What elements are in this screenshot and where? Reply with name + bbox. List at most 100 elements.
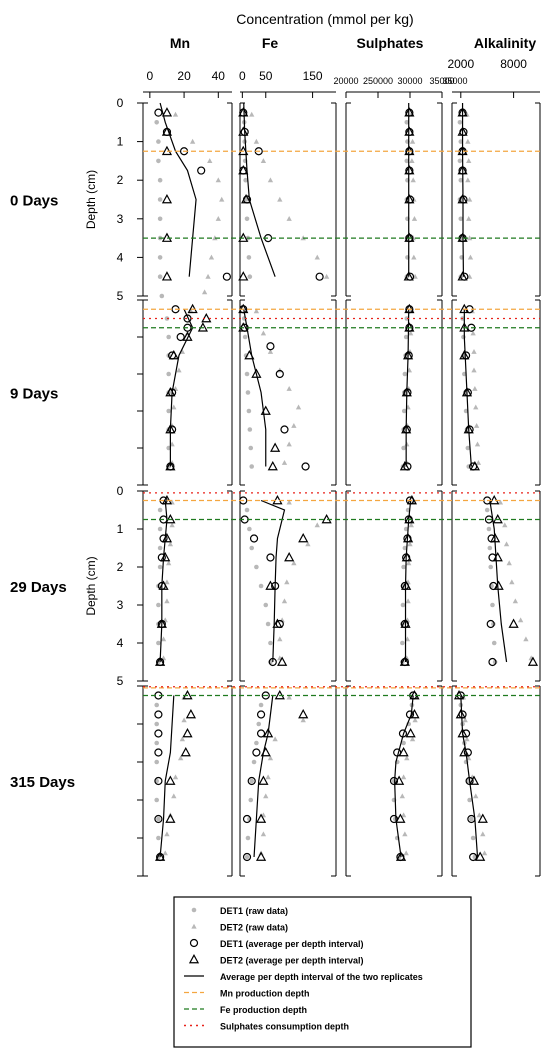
y-tick-label: 0 — [117, 96, 124, 110]
det2-average-point — [404, 126, 415, 136]
det1-average-point — [154, 814, 163, 824]
raw-det2-point — [207, 158, 213, 163]
raw-det2-point — [265, 774, 271, 780]
raw-det2-point — [260, 330, 267, 336]
raw-det2-point — [409, 736, 416, 742]
raw-det2-point — [219, 196, 225, 202]
det2-average-point — [158, 580, 169, 590]
raw-det2-point — [411, 216, 418, 221]
legend-item: DET2 (raw data) — [191, 923, 288, 933]
det2-average-point — [267, 460, 278, 471]
raw-det1-point — [254, 740, 259, 746]
raw-det2-point — [412, 717, 418, 723]
raw-det2-point — [314, 522, 320, 528]
raw-det1-point — [166, 371, 171, 377]
raw-det2-point — [404, 755, 410, 761]
raw-det2-point — [267, 177, 274, 183]
raw-det1-point — [404, 120, 410, 125]
det2-average-point — [492, 551, 503, 562]
raw-det1-point — [246, 255, 252, 260]
raw-det1-point — [247, 274, 253, 280]
det1-average-point — [268, 657, 277, 667]
det2-average-point — [161, 193, 173, 204]
x-tick-label: 0 — [147, 69, 154, 83]
raw-det2-point — [286, 499, 292, 505]
raw-det1-point — [487, 545, 493, 551]
raw-det1-point — [458, 177, 464, 183]
legend-item: DET1 (average per depth interval) — [189, 938, 364, 949]
raw-det1-point — [251, 759, 257, 765]
raw-det2-point — [164, 831, 170, 837]
y-axis-label: Depth (cm) — [84, 170, 98, 229]
det2-average-point — [161, 532, 173, 543]
legend-label: DET1 (average per depth interval) — [220, 939, 364, 949]
raw-det2-point — [305, 541, 311, 547]
raw-det1-point — [457, 120, 463, 125]
raw-det1-point — [242, 334, 248, 340]
raw-det1-point — [458, 216, 464, 222]
x-tick-label: 250000 — [363, 76, 393, 86]
det1-average-point — [315, 272, 324, 281]
det2-average-point — [399, 460, 410, 471]
raw-det1-point — [404, 316, 410, 321]
raw-det2-point — [502, 522, 508, 528]
raw-det2-point — [281, 460, 288, 465]
legend-item: Average per depth interval of the two re… — [184, 972, 423, 982]
y-tick-label: 2 — [117, 560, 124, 574]
average-line — [243, 102, 276, 277]
x-tick-label: 50 — [259, 69, 273, 83]
det2-average-point — [238, 164, 249, 175]
raw-det1-point — [157, 526, 163, 532]
raw-det1-point — [157, 216, 163, 222]
raw-det2-point — [164, 598, 170, 604]
raw-det1-point — [247, 427, 253, 432]
det1-average-point — [242, 852, 252, 862]
raw-det1-point — [258, 583, 264, 589]
raw-det2-point — [476, 812, 482, 818]
det1-average-point — [247, 776, 256, 786]
raw-det2-point — [177, 755, 184, 761]
raw-det2-point — [462, 717, 468, 723]
raw-det2-point — [267, 755, 274, 761]
det2-average-point — [155, 656, 166, 666]
raw-det2-point — [472, 386, 478, 391]
raw-det2-point — [277, 196, 283, 202]
det2-average-point — [165, 813, 176, 823]
det1-average-point — [261, 691, 270, 700]
raw-det2-point — [179, 736, 186, 742]
y-axis-label: Depth (cm) — [84, 556, 98, 615]
raw-det1-point — [402, 545, 408, 551]
raw-det2-point — [409, 138, 416, 144]
raw-det1-point — [154, 759, 159, 765]
raw-det2-point — [509, 579, 515, 585]
y-tick-label: 3 — [117, 212, 124, 226]
raw-det2-point — [403, 850, 409, 856]
raw-det2-point — [300, 717, 306, 723]
panel-label: 315 Days — [10, 774, 75, 791]
raw-det1-point — [249, 778, 255, 784]
legend-label: Fe production depth — [220, 1005, 307, 1015]
det2-average-point — [457, 727, 468, 738]
raw-det1-point — [157, 197, 163, 202]
det2-average-point — [272, 618, 283, 628]
legend-item: DET1 (raw data) — [191, 906, 288, 916]
raw-det2-point — [506, 560, 512, 566]
raw-det1-point — [256, 721, 262, 727]
raw-det2-point — [189, 138, 196, 144]
legend: DET1 (raw data) DET2 (raw data) DET1 (aver… — [173, 896, 472, 1048]
raw-det2-point — [466, 196, 473, 202]
det2-average-point — [260, 746, 271, 757]
det2-average-point — [263, 727, 274, 738]
raw-det2-point — [212, 235, 218, 241]
raw-det1-point — [401, 564, 406, 570]
det2-average-point — [401, 580, 412, 590]
raw-det1-point — [469, 816, 474, 822]
raw-det2-point — [411, 254, 417, 260]
x-tick-label: 20000 — [333, 76, 358, 86]
raw-det2-point — [475, 460, 482, 465]
det2-average-point — [457, 126, 468, 136]
raw-det1-point — [263, 602, 269, 608]
raw-det2-point — [512, 598, 519, 604]
raw-det2-point — [215, 177, 221, 183]
det2-average-point — [185, 708, 197, 719]
